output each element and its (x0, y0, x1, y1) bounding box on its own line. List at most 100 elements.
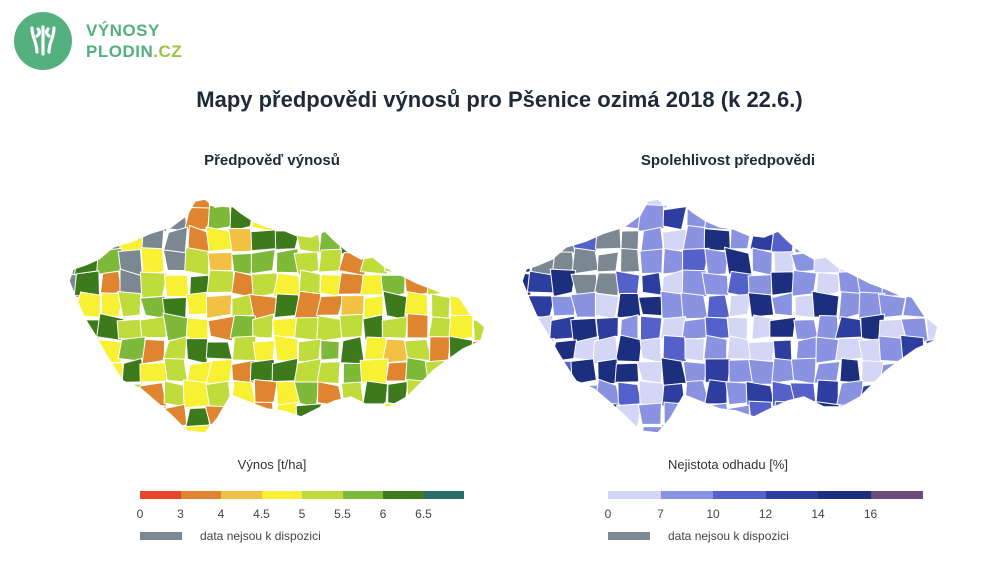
district-region[interactable] (362, 208, 389, 229)
district-region[interactable] (593, 185, 622, 211)
district-region[interactable] (615, 334, 643, 363)
district-region[interactable] (339, 313, 364, 339)
district-region[interactable] (55, 185, 81, 208)
district-region[interactable] (924, 337, 948, 361)
district-region[interactable] (431, 404, 451, 428)
district-region[interactable] (856, 428, 882, 445)
district-region[interactable] (451, 384, 473, 406)
district-region[interactable] (748, 185, 775, 210)
district-region[interactable] (616, 292, 642, 319)
district-region[interactable] (316, 315, 344, 343)
district-region[interactable] (879, 361, 907, 383)
district-region[interactable] (880, 226, 907, 255)
district-region[interactable] (771, 291, 793, 317)
district-region[interactable] (117, 185, 147, 209)
district-region[interactable] (384, 425, 410, 445)
district-region[interactable] (526, 428, 555, 445)
district-region[interactable] (448, 335, 474, 363)
district-region[interactable] (729, 226, 752, 250)
district-region[interactable] (386, 186, 409, 210)
district-region[interactable] (141, 338, 166, 365)
district-region[interactable] (747, 425, 771, 445)
district-region[interactable] (230, 380, 257, 406)
district-region[interactable] (117, 290, 142, 318)
district-region[interactable] (161, 335, 188, 363)
district-region[interactable] (637, 203, 665, 233)
district-region[interactable] (859, 207, 885, 232)
district-region[interactable] (681, 317, 708, 341)
district-region[interactable] (528, 357, 556, 385)
district-region[interactable] (185, 291, 208, 315)
district-region[interactable] (529, 381, 556, 407)
district-region[interactable] (706, 294, 731, 319)
district-region[interactable] (726, 335, 752, 360)
district-region[interactable] (184, 185, 211, 210)
district-region[interactable] (271, 185, 298, 208)
district-region[interactable] (858, 185, 884, 209)
district-region[interactable] (73, 359, 103, 385)
district-region[interactable] (795, 185, 817, 208)
district-region[interactable] (614, 270, 641, 297)
district-region[interactable] (508, 358, 531, 386)
district-region[interactable] (139, 271, 168, 299)
district-region[interactable] (508, 188, 532, 210)
district-region[interactable] (723, 207, 753, 228)
district-region[interactable] (270, 204, 300, 230)
district-region[interactable] (923, 362, 948, 383)
district-region[interactable] (428, 336, 451, 364)
district-region[interactable] (205, 380, 232, 409)
district-region[interactable] (100, 292, 125, 318)
district-region[interactable] (402, 225, 429, 252)
district-region[interactable] (526, 270, 555, 294)
district-region[interactable] (94, 381, 124, 408)
district-region[interactable] (317, 185, 345, 210)
district-region[interactable] (470, 269, 494, 298)
district-region[interactable] (636, 361, 664, 384)
district-region[interactable] (405, 422, 433, 445)
district-region[interactable] (639, 337, 662, 364)
district-region[interactable] (508, 425, 533, 445)
district-region[interactable] (250, 248, 276, 275)
district-region[interactable] (316, 361, 341, 385)
district-region[interactable] (55, 207, 77, 232)
district-region[interactable] (548, 380, 576, 407)
district-region[interactable] (209, 423, 234, 445)
district-region[interactable] (255, 185, 279, 208)
district-region[interactable] (469, 403, 495, 429)
district-region[interactable] (814, 400, 842, 430)
district-region[interactable] (251, 401, 276, 430)
district-region[interactable] (431, 293, 451, 321)
district-region[interactable] (641, 271, 663, 296)
district-region[interactable] (596, 251, 620, 273)
district-region[interactable] (271, 357, 299, 382)
district-region[interactable] (833, 226, 859, 252)
district-region[interactable] (904, 185, 930, 211)
district-region[interactable] (815, 225, 841, 255)
district-region[interactable] (747, 340, 776, 362)
district-region[interactable] (55, 336, 78, 361)
district-region[interactable] (686, 185, 709, 210)
district-region[interactable] (231, 252, 255, 275)
district-region[interactable] (770, 400, 796, 428)
district-region[interactable] (770, 226, 797, 255)
district-region[interactable] (527, 401, 555, 427)
district-region[interactable] (424, 186, 452, 209)
district-region[interactable] (320, 339, 340, 361)
district-region[interactable] (473, 228, 495, 253)
district-region[interactable] (637, 295, 663, 317)
district-region[interactable] (927, 225, 947, 251)
district-region[interactable] (749, 225, 775, 252)
district-region[interactable] (272, 317, 297, 338)
district-region[interactable] (925, 404, 946, 429)
district-region[interactable] (529, 228, 551, 254)
district-region[interactable] (701, 272, 730, 297)
district-region[interactable] (428, 316, 452, 340)
district-region[interactable] (406, 248, 429, 272)
district-region[interactable] (684, 338, 705, 362)
district-region[interactable] (362, 380, 389, 405)
district-region[interactable] (318, 248, 342, 273)
district-region[interactable] (508, 227, 532, 252)
district-region[interactable] (836, 404, 861, 429)
district-region[interactable] (207, 204, 232, 232)
district-region[interactable] (834, 424, 863, 445)
